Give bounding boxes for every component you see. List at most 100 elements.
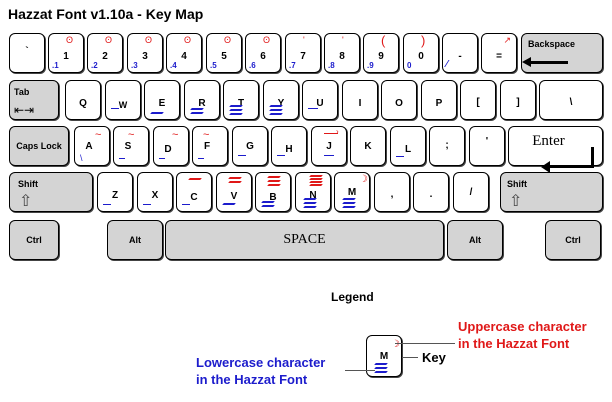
lowercase-mark-icon — [374, 367, 388, 369]
key-9[interactable]: ( 9 .9 — [363, 33, 399, 73]
key-quote[interactable]: ' — [469, 126, 505, 166]
key-label: 4 — [181, 51, 187, 62]
key-y[interactable]: Y — [263, 80, 299, 120]
key-5[interactable]: ʘ 5 .5 — [206, 33, 242, 73]
key-b[interactable]: B — [255, 172, 291, 212]
lowercase-glyph: 0 — [407, 61, 412, 70]
key-label: . — [429, 189, 433, 200]
uppercase-mark-icon — [188, 178, 202, 180]
key-period[interactable]: . — [413, 172, 449, 212]
key-label: Q — [79, 98, 87, 109]
uppercase-glyph: ☽ — [391, 339, 400, 350]
key-p[interactable]: P — [421, 80, 457, 120]
key-4[interactable]: ʘ 4 .4 — [166, 33, 202, 73]
uppercase-glyph: ʘ — [263, 35, 271, 45]
key-r[interactable]: R — [184, 80, 220, 120]
key-space[interactable]: SPACE — [165, 220, 444, 260]
key-z[interactable]: Z — [97, 172, 133, 212]
lowercase-mark-icon — [229, 113, 243, 115]
key-h[interactable]: H — [271, 126, 307, 166]
key-semicolon[interactable]: ; — [429, 126, 465, 166]
key-label: W — [118, 100, 128, 110]
key-caps-lock[interactable]: Caps Lock — [9, 126, 69, 166]
key-backspace[interactable]: Backspace — [521, 33, 603, 73]
key-g[interactable]: G — [232, 126, 268, 166]
key-2[interactable]: ʘ 2 .2 — [87, 33, 123, 73]
lowercase-mark-icon — [342, 206, 356, 208]
key-1[interactable]: ʘ 1 .1 — [48, 33, 84, 73]
lowercase-glyph: .9 — [367, 61, 374, 70]
lowercase-mark-icon — [229, 105, 243, 107]
key-slash[interactable]: / — [453, 172, 489, 212]
key-alt-left[interactable]: Alt — [107, 220, 163, 260]
key-label: ` — [25, 46, 29, 57]
key-i[interactable]: I — [342, 80, 378, 120]
key-o[interactable]: O — [381, 80, 417, 120]
key-label: , — [390, 189, 394, 200]
page-title: Hazzat Font v1.10a - Key Map — [8, 6, 204, 22]
key-m[interactable]: ☽ M — [334, 172, 370, 212]
key-comma[interactable]: , — [374, 172, 410, 212]
lowercase-glyph: .5 — [210, 61, 217, 70]
key-3[interactable]: ʘ 3 .3 — [127, 33, 163, 73]
key-k[interactable]: K — [350, 126, 386, 166]
key-6[interactable]: ʘ 6 .6 — [245, 33, 281, 73]
key-n[interactable]: N — [295, 172, 331, 212]
lowercase-mark-icon — [303, 202, 317, 204]
key-f[interactable]: ~ F — [192, 126, 228, 166]
legend-lowercase-text: Lowercase character in the Hazzat Font — [196, 354, 325, 388]
key-ctrl-left[interactable]: Ctrl — [9, 220, 59, 260]
key-v[interactable]: V — [216, 172, 252, 212]
key-equals[interactable]: ↗ = — [481, 33, 517, 73]
key-bracket-left[interactable]: [ — [460, 80, 496, 120]
key-t[interactable]: T — [223, 80, 259, 120]
key-label: Ctrl — [565, 235, 581, 245]
uppercase-glyph: ~ — [95, 129, 102, 141]
key-q[interactable]: Q — [65, 80, 101, 120]
key-bracket-right[interactable]: ] — [500, 80, 536, 120]
key-d[interactable]: ~ D — [153, 126, 189, 166]
key-e[interactable]: E — [144, 80, 180, 120]
uppercase-mark-icon — [267, 180, 281, 182]
legend-key-word: Key — [422, 350, 446, 365]
lowercase-glyph: .2 — [91, 61, 98, 70]
key-label: J — [326, 141, 332, 152]
key-a[interactable]: ~ A \ — [74, 126, 110, 166]
key-8[interactable]: ʹ 8 .8 — [324, 33, 360, 73]
key-u[interactable]: U — [302, 80, 338, 120]
key-minus[interactable]: - ⁄ — [442, 33, 478, 73]
key-label: D — [164, 144, 172, 155]
key-w[interactable]: W — [105, 80, 141, 120]
key-ctrl-right[interactable]: Ctrl — [545, 220, 601, 260]
lowercase-glyph: .6 — [249, 61, 256, 70]
key-shift-right[interactable]: Shift ⇧ — [500, 172, 603, 212]
key-tab[interactable]: Tab ⇤⇥ — [9, 80, 59, 120]
lowercase-mark-icon — [308, 108, 318, 109]
lowercase-mark-icon — [143, 204, 151, 205]
key-shift-left[interactable]: Shift ⇧ — [9, 172, 93, 212]
key-backslash[interactable]: \ — [539, 80, 603, 120]
key-label: 1 — [63, 51, 69, 62]
key-label: Shift — [507, 179, 527, 189]
key-alt-right[interactable]: Alt — [447, 220, 503, 260]
uppercase-mark-icon — [309, 181, 323, 183]
key-x[interactable]: X — [137, 172, 173, 212]
legend-title: Legend — [331, 290, 374, 304]
key-label: Alt — [469, 235, 481, 245]
key-backtick[interactable]: ` — [9, 33, 45, 73]
lowercase-mark-icon — [119, 158, 125, 159]
key-l[interactable]: L — [390, 126, 426, 166]
uppercase-glyph: ~ — [128, 129, 135, 141]
key-label: M — [379, 351, 389, 362]
uppercase-glyph: ↗ — [503, 35, 511, 45]
tab-arrow-icon: ⇤⇥ — [14, 103, 35, 117]
key-c[interactable]: C — [176, 172, 212, 212]
key-7[interactable]: ʹ 7 .7 — [285, 33, 321, 73]
key-j[interactable]: › J — [311, 126, 347, 166]
uppercase-mark-icon — [228, 181, 242, 183]
key-label: - — [458, 51, 462, 62]
lowercase-mark-icon — [342, 202, 356, 204]
key-s[interactable]: ~ S — [113, 126, 149, 166]
key-enter[interactable]: Enter — [508, 126, 603, 173]
key-0[interactable]: ) 0 0 — [403, 33, 439, 73]
